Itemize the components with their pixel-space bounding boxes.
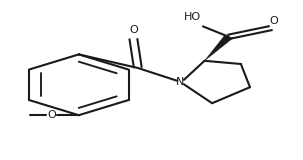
Text: HO: HO [184,12,201,22]
Text: O: O [129,25,138,35]
Polygon shape [205,36,233,61]
Text: N: N [176,77,185,87]
Text: O: O [47,110,56,120]
Text: O: O [269,16,278,26]
